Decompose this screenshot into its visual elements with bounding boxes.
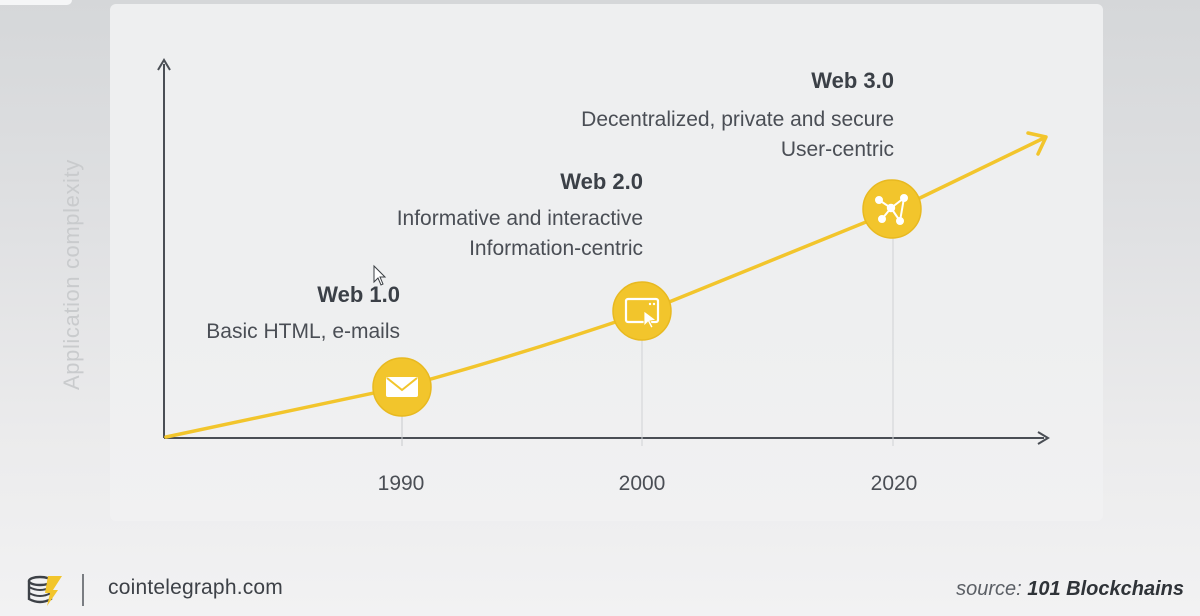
source-label: source: bbox=[956, 578, 1028, 600]
top-strip bbox=[0, 0, 72, 5]
era-web1-text: Web 1.0 Basic HTML, e-mails bbox=[206, 282, 400, 343]
mouse-pointer-icon bbox=[373, 264, 387, 286]
year-label-1990: 1990 bbox=[378, 472, 425, 495]
era-web1-title: Web 1.0 bbox=[317, 282, 400, 307]
milestone-2020 bbox=[862, 179, 922, 239]
envelope-icon bbox=[386, 377, 418, 397]
era-web3-title: Web 3.0 bbox=[811, 68, 894, 93]
milestone-1990 bbox=[372, 357, 432, 417]
footer-site-link[interactable]: cointelegraph.com bbox=[108, 576, 283, 599]
x-axis-arrowhead bbox=[1037, 431, 1050, 445]
year-label-2020: 2020 bbox=[871, 472, 918, 495]
era-web2-line2: Information-centric bbox=[469, 237, 643, 260]
era-web2-text: Web 2.0 Informative and interactive Info… bbox=[397, 169, 643, 260]
era-web2-line1: Informative and interactive bbox=[397, 207, 643, 230]
year-label-2000: 2000 bbox=[619, 472, 666, 495]
milestone-2000 bbox=[612, 281, 672, 341]
era-web2-title: Web 2.0 bbox=[560, 169, 643, 194]
browser-cursor-icon bbox=[624, 297, 660, 329]
y-axis-arrowhead bbox=[157, 58, 171, 71]
era-web3-text: Web 3.0 Decentralized, private and secur… bbox=[581, 68, 894, 161]
cointelegraph-logo-icon bbox=[27, 575, 62, 606]
y-axis-label: Application complexity bbox=[59, 159, 84, 390]
diagram-card bbox=[110, 4, 1103, 521]
era-web3-line1: Decentralized, private and secure bbox=[581, 108, 894, 131]
footer-divider bbox=[82, 574, 84, 606]
footer-source: source: 101 Blockchains bbox=[956, 578, 1184, 601]
era-web1-line1: Basic HTML, e-mails bbox=[206, 320, 400, 343]
growth-curve-arrowhead bbox=[1026, 131, 1048, 156]
source-name: 101 Blockchains bbox=[1027, 578, 1184, 600]
era-web3-line2: User-centric bbox=[781, 138, 894, 161]
network-nodes-icon bbox=[875, 194, 908, 225]
